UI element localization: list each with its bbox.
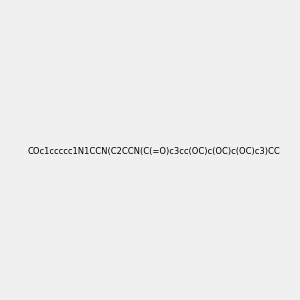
Text: COc1ccccc1N1CCN(C2CCN(C(=O)c3cc(OC)c(OC)c(OC)c3)CC: COc1ccccc1N1CCN(C2CCN(C(=O)c3cc(OC)c(OC)… <box>27 147 280 156</box>
